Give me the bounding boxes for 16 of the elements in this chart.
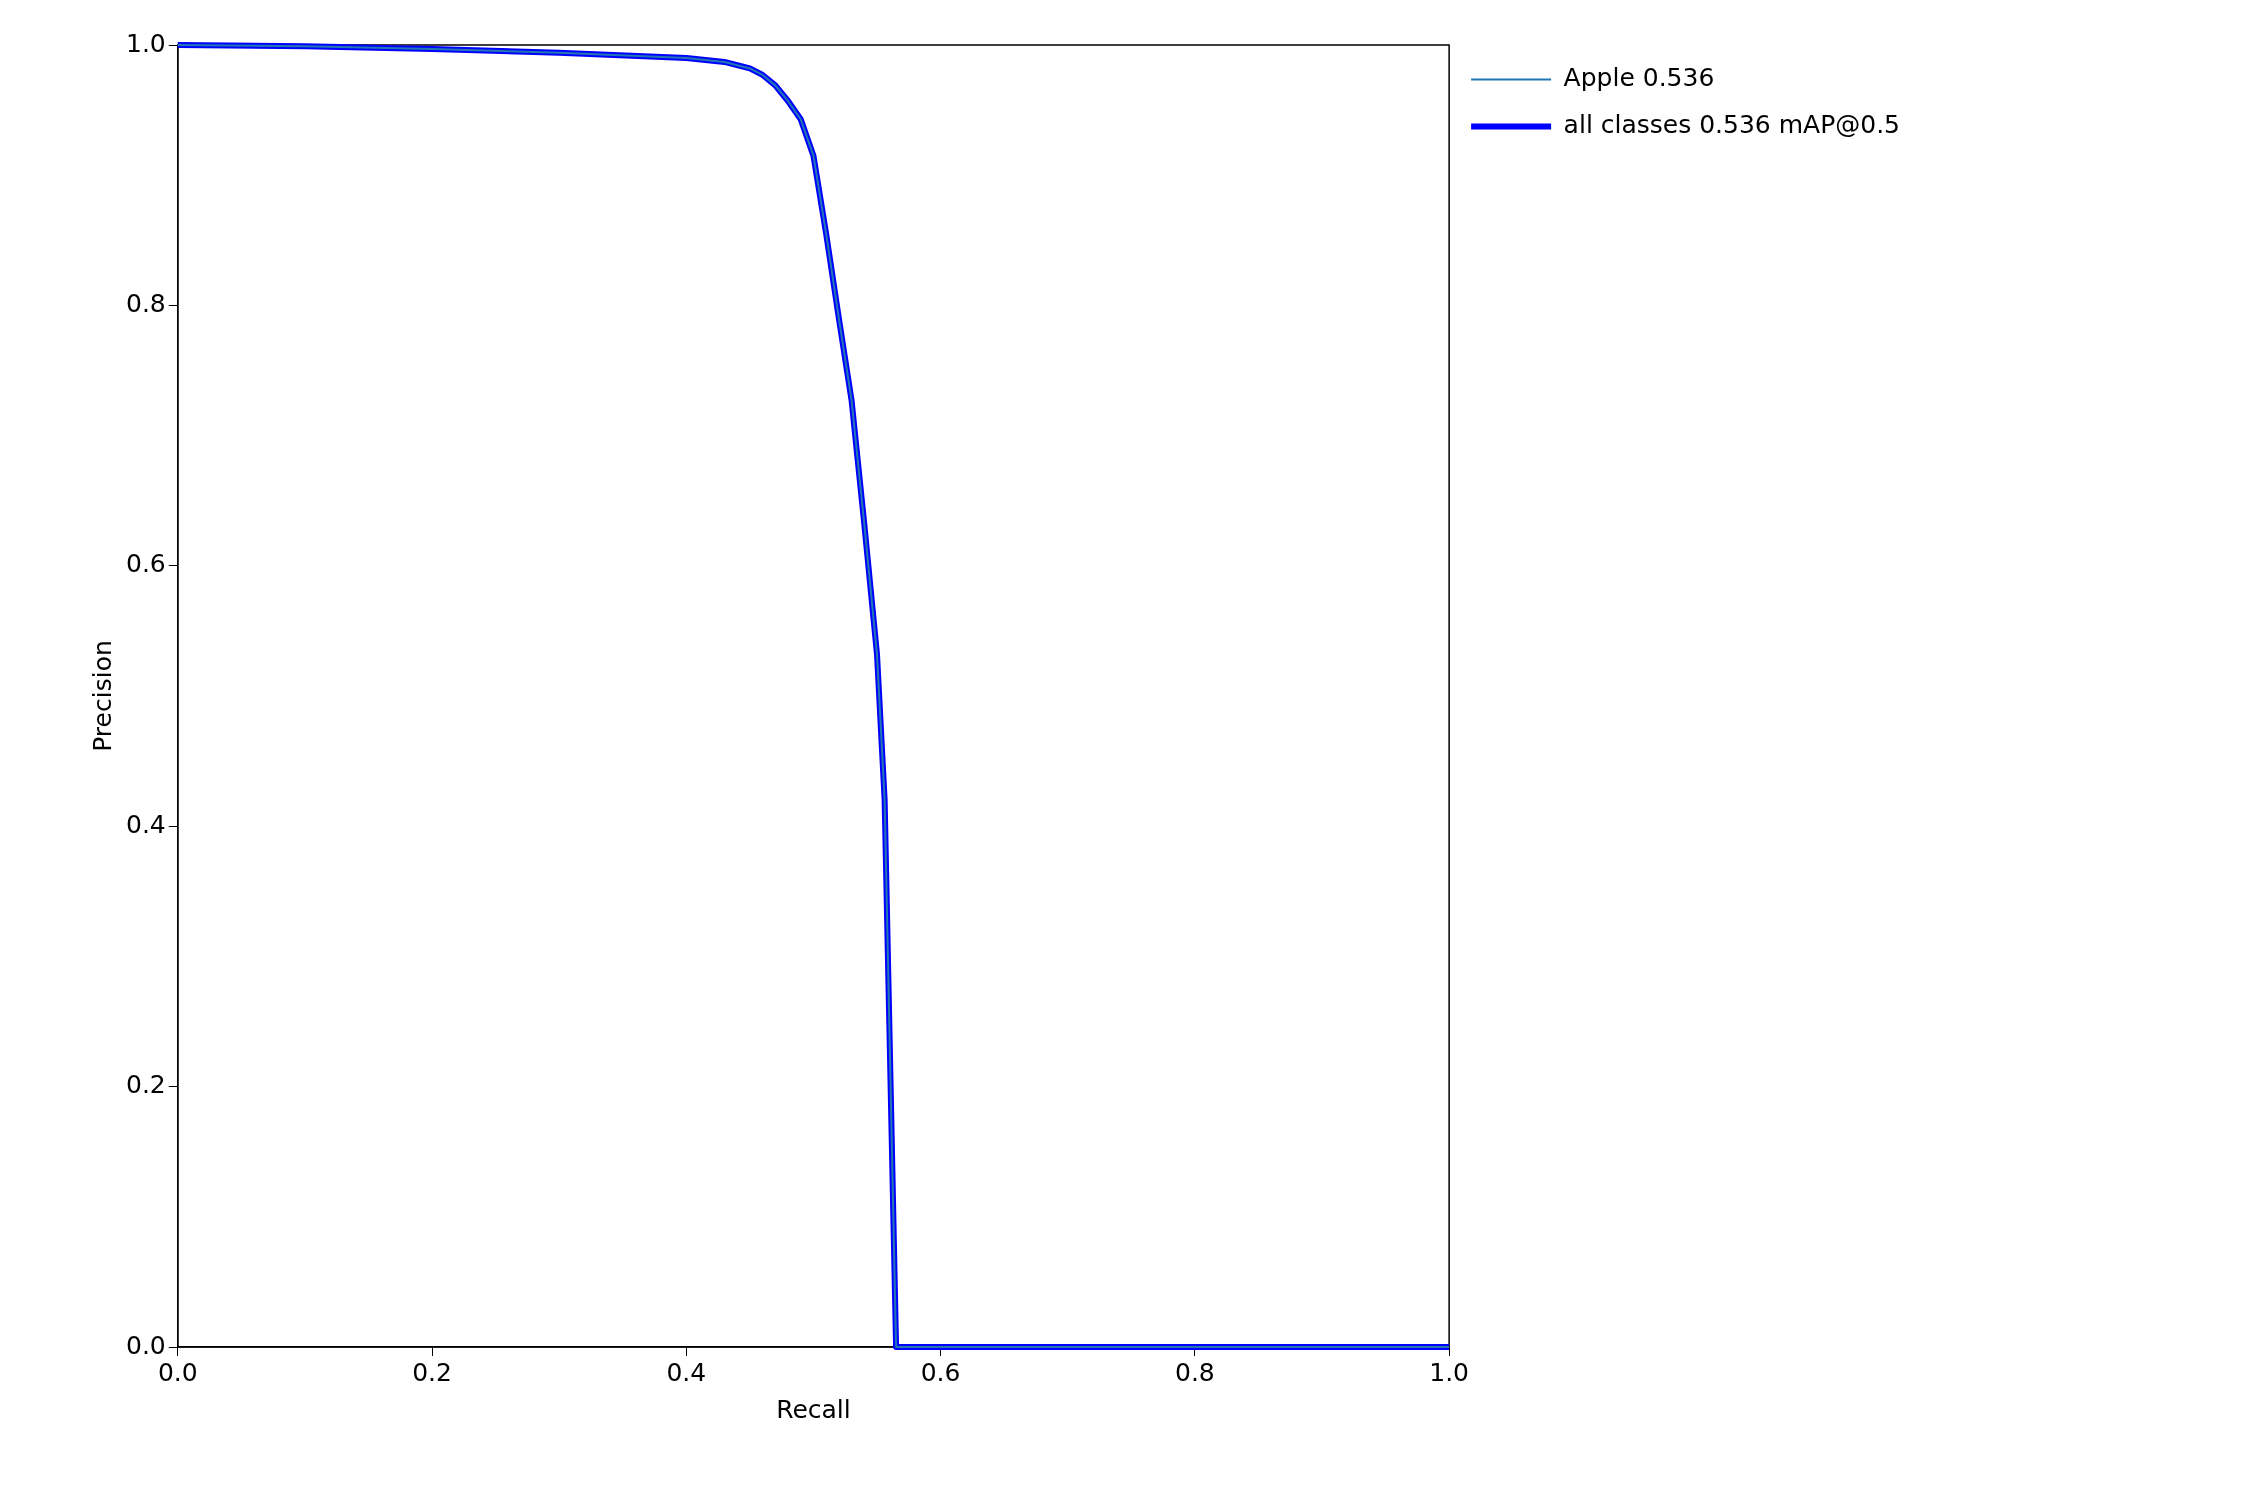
x-tick-label: 1.0	[1429, 1357, 1470, 1387]
x-tick-label: 0.4	[666, 1357, 707, 1387]
y-tick-label: 0.0	[125, 1330, 166, 1360]
x-axis-title: Recall	[776, 1394, 851, 1424]
legend-label: Apple 0.536	[1563, 63, 1715, 92]
y-tick-label: 0.4	[125, 809, 166, 839]
x-tick-label: 0.0	[157, 1357, 198, 1387]
x-tick-label: 0.2	[412, 1357, 452, 1387]
y-tick-label: 0.6	[125, 549, 166, 579]
y-tick-label: 1.0	[125, 28, 166, 58]
y-tick-label: 0.8	[125, 288, 166, 318]
x-tick-label: 0.8	[1174, 1357, 1215, 1387]
x-tick-label: 0.6	[920, 1357, 961, 1387]
y-tick-label: 0.2	[125, 1070, 166, 1100]
y-axis-title: Precision	[87, 640, 117, 752]
legend-label: all classes 0.536 mAP@0.5	[1563, 110, 1901, 139]
